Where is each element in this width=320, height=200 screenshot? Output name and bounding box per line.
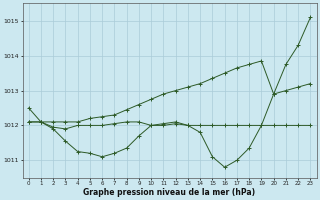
X-axis label: Graphe pression niveau de la mer (hPa): Graphe pression niveau de la mer (hPa): [84, 188, 256, 197]
